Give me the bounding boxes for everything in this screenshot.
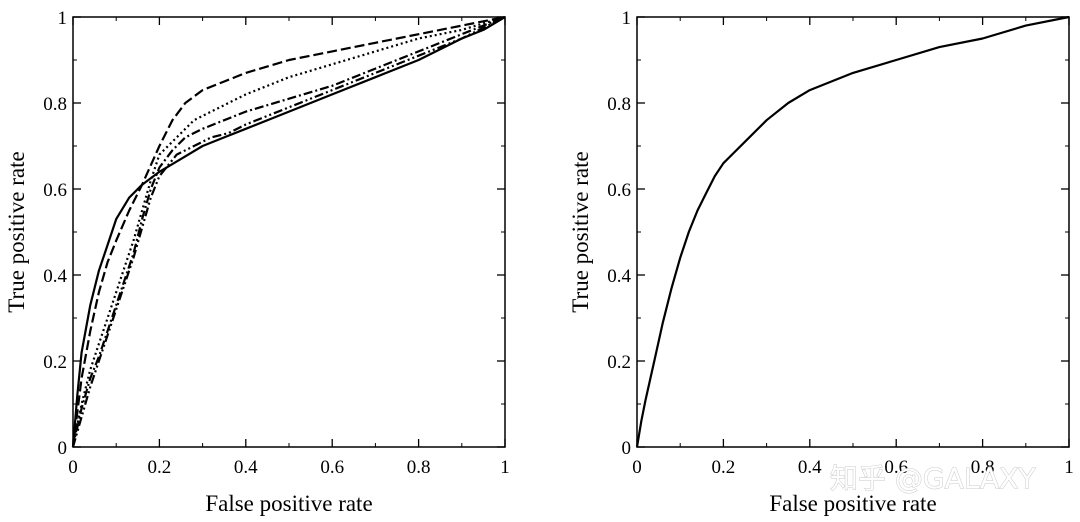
y-axis-label-right: True positive rate: [568, 151, 593, 312]
roc-curve-right-solid: [635, 15, 1070, 448]
x-tick-label-right-3: 0.6: [884, 457, 908, 478]
y-tick-label-left-0: 0: [58, 438, 68, 459]
y-tick-label-left-1: 0.2: [43, 352, 67, 373]
y-tick-label-left-4: 0.8: [43, 94, 67, 115]
x-tick-label-left-3: 0.6: [320, 457, 344, 478]
x-axis-label-right: False positive rate: [769, 491, 936, 516]
x-tick-label-right-2: 0.4: [798, 457, 822, 478]
x-tick-label-right-4: 0.8: [971, 457, 995, 478]
roc-curve-left-solid: [71, 16, 506, 448]
plot-frame-right: [636, 16, 1070, 448]
y-tick-label-left-3: 0.6: [43, 180, 67, 201]
roc-curve-left-dash-dot: [71, 15, 506, 448]
x-tick-label-right-5: 1: [1064, 457, 1074, 478]
watermark-text: 知乎 @GALAXY: [830, 462, 1036, 495]
y-axis-label-left: True positive rate: [4, 151, 29, 312]
roc-curve-left-dash-dot-dot: [71, 16, 506, 448]
y-tick-label-right-2: 0.4: [607, 266, 631, 287]
x-tick-label-right-1: 0.2: [712, 457, 736, 478]
x-tick-label-left-4: 0.8: [407, 457, 431, 478]
x-tick-label-left-1: 0.2: [148, 457, 172, 478]
x-tick-label-right-0: 0: [632, 457, 642, 478]
y-tick-label-right-0: 0: [622, 438, 632, 459]
y-tick-label-right-4: 0.8: [607, 94, 631, 115]
y-tick-label-right-5: 1: [622, 8, 632, 29]
roc-curve-left-dashed: [71, 15, 506, 448]
roc-panel-left: 0 0.2 0.4 0.6 0.8 1 0 0.2 0.4 0.6 0.8 1 False positi…: [4, 8, 510, 516]
x-tick-label-left-2: 0.4: [234, 457, 258, 478]
x-tick-label-left-5: 1: [500, 457, 510, 478]
y-tick-label-left-5: 1: [58, 8, 68, 29]
y-tick-label-right-3: 0.6: [607, 180, 631, 201]
roc-curve-left-dotted: [71, 15, 506, 448]
y-tick-label-right-1: 0.2: [607, 352, 631, 373]
x-axis-label-left: False positive rate: [205, 491, 372, 516]
x-tick-label-left-0: 0: [68, 457, 78, 478]
roc-panel-right: 0 0.2 0.4 0.6 0.8 1 0 0.2 0.4 0.6 0.8 1 False positi…: [568, 8, 1074, 516]
y-tick-label-left-2: 0.4: [43, 266, 67, 287]
